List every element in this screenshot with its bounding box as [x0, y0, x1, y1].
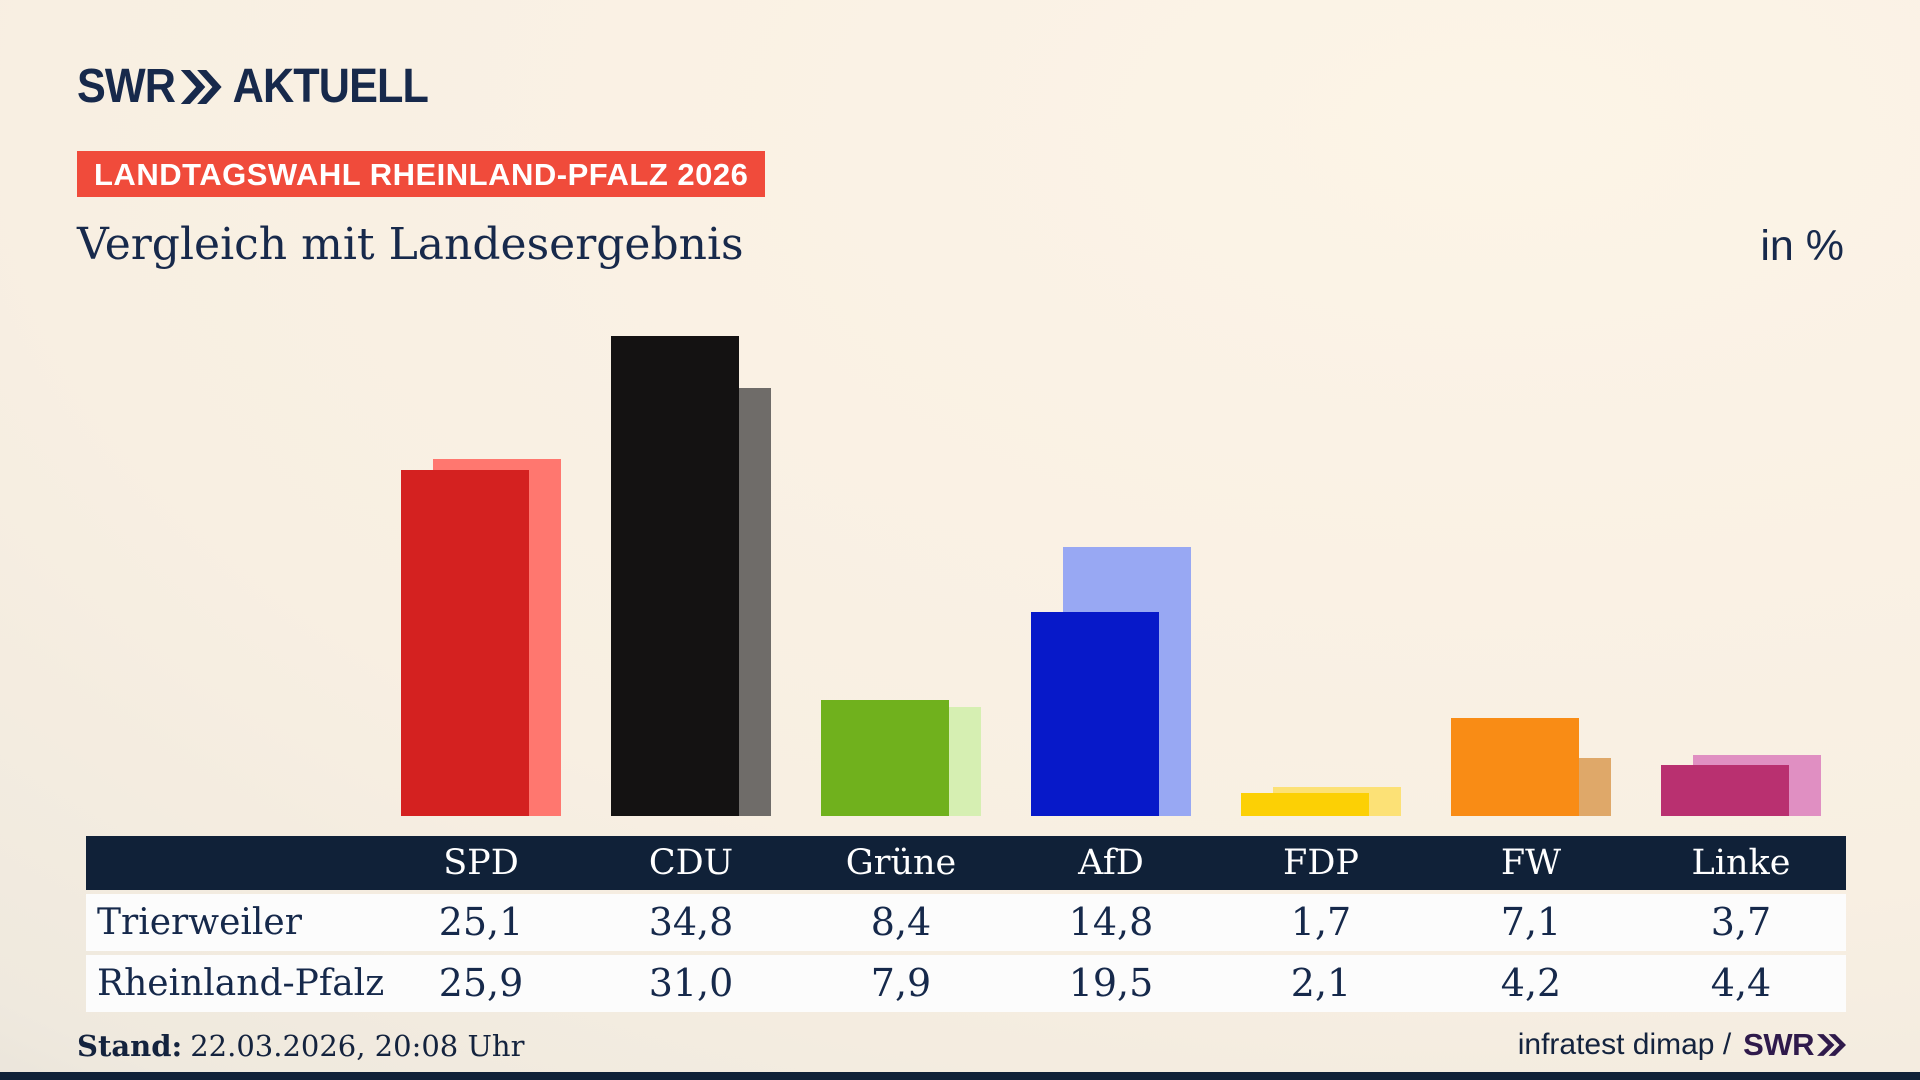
- brand-logo-name: AKTUELL: [232, 60, 429, 113]
- table-header-row: SPD CDU Grüne AfD FDP FW Linke: [86, 836, 1846, 890]
- swr-double-chevron-icon: [180, 70, 222, 104]
- column-header-afd: AfD: [1078, 843, 1144, 883]
- bottom-accent-bar: [0, 1072, 1920, 1080]
- brand-logo: SWR AKTUELL: [77, 60, 429, 113]
- bar-trierweiler-fdp: [1241, 793, 1369, 816]
- column-header-spd: SPD: [443, 843, 519, 883]
- column-header-fdp: FDP: [1283, 843, 1359, 883]
- value-trierweiler-afd: 14,8: [1068, 900, 1154, 944]
- election-banner: LANDTAGSWAHL RHEINLAND-PFALZ 2026: [77, 151, 766, 197]
- unit-label: in %: [1760, 222, 1844, 270]
- status-value: 22.03.2026, 20:08 Uhr: [190, 1029, 525, 1063]
- value-trierweiler-linke: 3,7: [1710, 900, 1772, 944]
- column-header-gr-ne: Grüne: [845, 843, 957, 883]
- status-line: Stand: 22.03.2026, 20:08 Uhr: [77, 1029, 524, 1063]
- column-header-fw: FW: [1500, 843, 1562, 883]
- row-label-trierweiler: Trierweiler: [97, 902, 302, 943]
- bar-trierweiler-fw: [1451, 718, 1579, 816]
- chart-title: Vergleich mit Landesergebnis: [77, 219, 744, 270]
- credit-logo-text: SWR: [1743, 1027, 1814, 1062]
- value-rheinland-pfalz-gr-ne: 7,9: [870, 961, 932, 1005]
- value-trierweiler-cdu: 34,8: [648, 900, 734, 944]
- value-trierweiler-spd: 25,1: [438, 900, 524, 944]
- value-rheinland-pfalz-cdu: 31,0: [648, 961, 734, 1005]
- value-trierweiler-gr-ne: 8,4: [870, 900, 932, 944]
- value-trierweiler-fw: 7,1: [1500, 900, 1562, 944]
- table-row-rheinland-pfalz: Rheinland-Pfalz 25,9 31,0 7,9 19,5 2,1 4,2 4,4: [86, 955, 1846, 1012]
- results-table: SPD CDU Grüne AfD FDP FW Linke Trierweiler 25,1…: [86, 836, 1846, 1012]
- bar-trierweiler-gr-ne: [821, 700, 949, 816]
- value-rheinland-pfalz-afd: 19,5: [1068, 961, 1154, 1005]
- status-label: Stand:: [77, 1029, 183, 1063]
- bar-trierweiler-spd: [401, 470, 529, 816]
- value-rheinland-pfalz-fw: 4,2: [1500, 961, 1562, 1005]
- credit-line: infratest dimap / SWR: [1518, 1028, 1846, 1062]
- column-header-linke: Linke: [1691, 843, 1791, 883]
- value-rheinland-pfalz-spd: 25,9: [438, 961, 524, 1005]
- bar-trierweiler-linke: [1661, 765, 1789, 816]
- table-row-trierweiler: Trierweiler 25,1 34,8 8,4 14,8 1,7 7,1 3,7: [86, 894, 1846, 951]
- value-rheinland-pfalz-fdp: 2,1: [1290, 961, 1352, 1005]
- credit-text: infratest dimap /: [1517, 1028, 1732, 1061]
- bar-trierweiler-afd: [1031, 612, 1159, 816]
- column-header-cdu: CDU: [648, 843, 734, 883]
- bar-trierweiler-cdu: [611, 336, 739, 816]
- swr-double-chevron-icon: [1817, 1034, 1846, 1056]
- bar-chart: [401, 336, 1821, 816]
- row-label-rheinland-pfalz: Rheinland-Pfalz: [97, 963, 385, 1004]
- credit-logo: SWR: [1743, 1028, 1846, 1062]
- value-rheinland-pfalz-linke: 4,4: [1710, 961, 1772, 1005]
- value-trierweiler-fdp: 1,7: [1290, 900, 1352, 944]
- brand-logo-text: SWR: [77, 60, 176, 113]
